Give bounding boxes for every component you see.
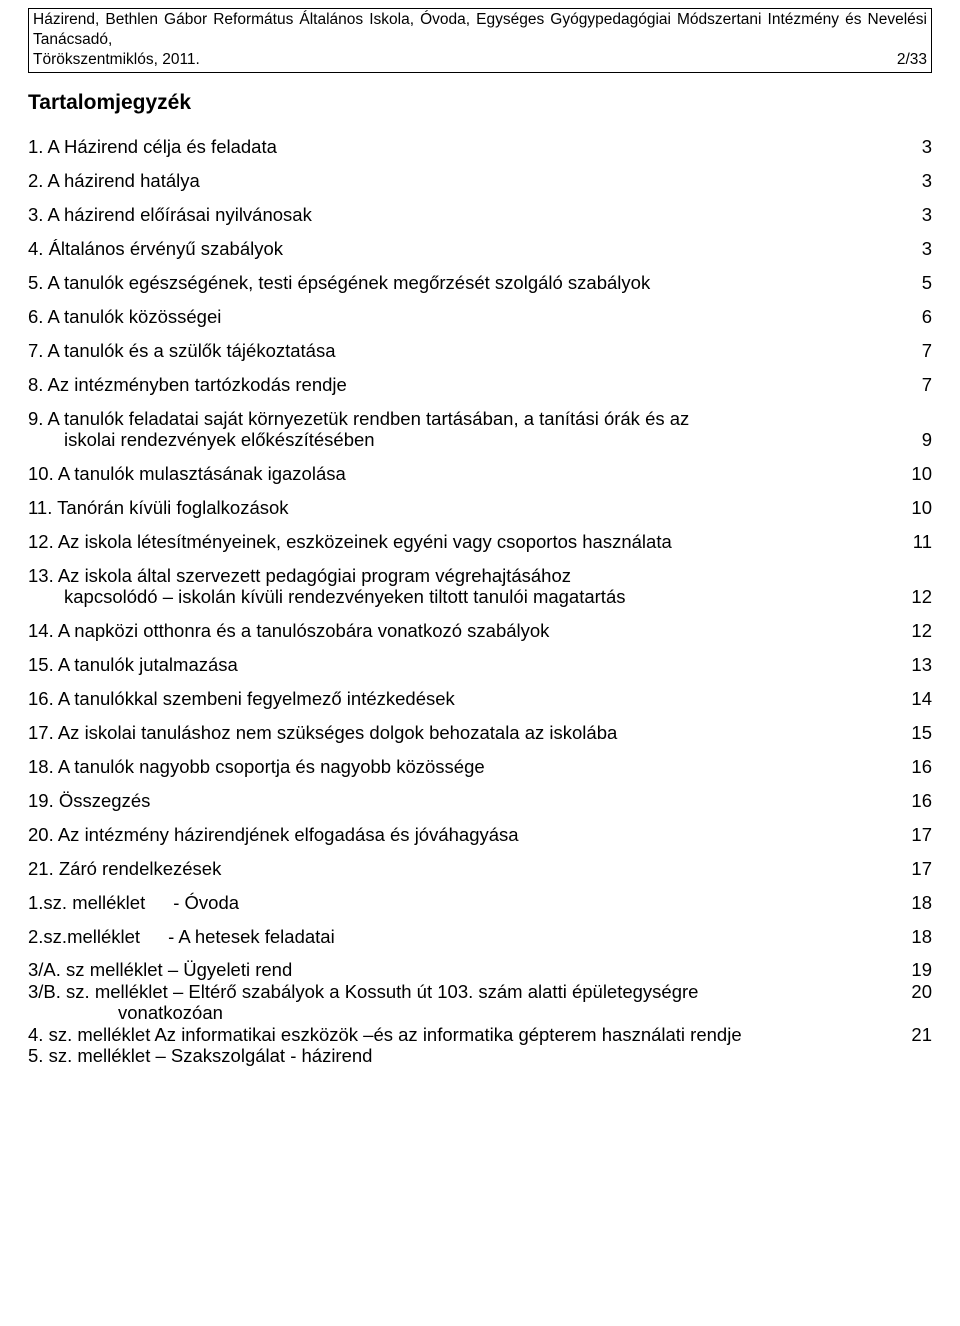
toc-entry: 14. A napközi otthonra és a tanulószobár… [28,621,932,640]
toc-entry-page: 16 [892,791,932,810]
toc-entry-text: 6. A tanulók közösségei [28,307,892,326]
toc-entry-text: 14. A napközi otthonra és a tanulószobár… [28,621,892,640]
toc-entry: 4. sz. melléklet Az informatikai eszközö… [28,1025,932,1044]
toc-entry: 20. Az intézmény házirendjének elfogadás… [28,825,932,844]
toc-entry-page: 18 [892,927,932,946]
toc-entry: 2.sz.melléklet- A hetesek feladatai18 [28,927,932,946]
toc-entry-page: 12 [892,587,932,606]
toc-entry: 16. A tanulókkal szembeni fegyelmező int… [28,689,932,708]
toc-entry-text: 1. A Házirend célja és feladata [28,137,892,156]
toc-entry-page: 19 [892,960,932,979]
toc-entry-page: 6 [892,307,932,326]
toc-entry-page: 12 [892,621,932,640]
header-line-1: Házirend, Bethlen Gábor Református Által… [33,10,927,50]
toc-entry: 2. A házirend hatálya3 [28,171,932,190]
table-of-contents: 1. A Házirend célja és feladata32. A ház… [28,137,932,1065]
toc-entry-page: 3 [892,205,932,224]
toc-entry-continuation: iskolai rendezvények előkészítésében9 [28,430,932,449]
toc-entry-text: 3/A. sz melléklet – Ügyeleti rend [28,960,892,979]
toc-entry-page: 13 [892,655,932,674]
toc-entry: 21. Záró rendelkezések17 [28,859,932,878]
toc-entry: 1.sz. melléklet- Óvoda18 [28,893,932,912]
toc-entry: 3. A házirend előírásai nyilvánosak3 [28,205,932,224]
toc-entry: 18. A tanulók nagyobb csoportja és nagyo… [28,757,932,776]
toc-entry-text: 13. Az iskola által szervezett pedagógia… [28,566,892,585]
toc-entry-text: 17. Az iskolai tanuláshoz nem szükséges … [28,723,892,742]
toc-entry-page: 3 [892,171,932,190]
toc-entry: 11. Tanórán kívüli foglalkozások10 [28,498,932,517]
toc-entry: 12. Az iskola létesítményeinek, eszközei… [28,532,932,551]
toc-entry-cont-text: vonatkozóan [28,1003,892,1022]
toc-entry-text: 1.sz. melléklet- Óvoda [28,893,892,912]
toc-entry-text: 16. A tanulókkal szembeni fegyelmező int… [28,689,892,708]
toc-entry-text: 19. Összegzés [28,791,892,810]
toc-entry-page: 10 [892,464,932,483]
toc-entry-text: 3. A házirend előírásai nyilvánosak [28,205,892,224]
toc-entry-page: 17 [892,859,932,878]
toc-entry-text: 20. Az intézmény házirendjének elfogadás… [28,825,892,844]
toc-entry-text: 12. Az iskola létesítményeinek, eszközei… [28,532,892,551]
toc-entry-text: 21. Záró rendelkezések [28,859,892,878]
toc-entry-text: 5. A tanulók egészségének, testi épségén… [28,273,892,292]
toc-entry: 4. Általános érvényű szabályok3 [28,239,932,258]
toc-entry: 3/B. sz. melléklet – Eltérő szabályok a … [28,982,932,1001]
toc-entry: 13. Az iskola által szervezett pedagógia… [28,566,932,585]
page-header: Házirend, Bethlen Gábor Református Által… [28,8,932,73]
toc-entry-continuation: kapcsolódó – iskolán kívüli rendezvények… [28,587,932,606]
toc-entry: 17. Az iskolai tanuláshoz nem szükséges … [28,723,932,742]
toc-entry-cont-text: kapcsolódó – iskolán kívüli rendezvények… [28,587,892,606]
toc-entry-cont-text: iskolai rendezvények előkészítésében [28,430,892,449]
toc-entry: 19. Összegzés16 [28,791,932,810]
toc-entry-page: 16 [892,757,932,776]
toc-entry-continuation: vonatkozóan [28,1003,932,1022]
toc-entry-page: 7 [892,341,932,360]
toc-entry: 5. A tanulók egészségének, testi épségén… [28,273,932,292]
header-page-number: 2/33 [897,50,927,70]
toc-entry-page: 10 [892,498,932,517]
toc-entry-text: 2. A házirend hatálya [28,171,892,190]
document-page: Házirend, Bethlen Gábor Református Által… [0,0,960,1326]
toc-entry-page: 18 [892,893,932,912]
toc-entry-text: 11. Tanórán kívüli foglalkozások [28,498,892,517]
toc-entry-text: 2.sz.melléklet- A hetesek feladatai [28,927,892,946]
toc-entry: 6. A tanulók közösségei6 [28,307,932,326]
toc-entry-text: 3/B. sz. melléklet – Eltérő szabályok a … [28,982,892,1001]
toc-entry-page: 3 [892,239,932,258]
toc-entry-text: 18. A tanulók nagyobb csoportja és nagyo… [28,757,892,776]
toc-entry-page: 5 [892,273,932,292]
toc-entry-text: 15. A tanulók jutalmazása [28,655,892,674]
toc-entry-text: 4. Általános érvényű szabályok [28,239,892,258]
toc-entry-text: 5. sz. melléklet – Szakszolgálat - házir… [28,1046,892,1065]
toc-entry-page: 9 [892,430,932,449]
toc-entry-text: 7. A tanulók és a szülők tájékoztatása [28,341,892,360]
header-line-2: Törökszentmiklós, 2011. 2/33 [33,50,927,70]
toc-entry-text: 4. sz. melléklet Az informatikai eszközö… [28,1025,892,1044]
toc-entry: 7. A tanulók és a szülők tájékoztatása7 [28,341,932,360]
toc-entry-page: 21 [892,1025,932,1044]
toc-entry-page: 17 [892,825,932,844]
toc-entry-page: 3 [892,137,932,156]
toc-entry-page: 15 [892,723,932,742]
toc-entry-page: 11 [892,532,932,551]
toc-entry-text: 9. A tanulók feladatai saját környezetük… [28,409,892,428]
toc-entry: 10. A tanulók mulasztásának igazolása10 [28,464,932,483]
toc-entry-page: 7 [892,375,932,394]
toc-entry-page: 20 [892,982,932,1001]
header-location-year: Törökszentmiklós, 2011. [33,50,200,70]
toc-entry-text: 8. Az intézményben tartózkodás rendje [28,375,892,394]
toc-entry-text: 10. A tanulók mulasztásának igazolása [28,464,892,483]
toc-entry: 15. A tanulók jutalmazása13 [28,655,932,674]
toc-entry: 1. A Házirend célja és feladata3 [28,137,932,156]
toc-entry: 9. A tanulók feladatai saját környezetük… [28,409,932,428]
toc-entry: 8. Az intézményben tartózkodás rendje7 [28,375,932,394]
toc-title: Tartalomjegyzék [28,91,932,115]
toc-entry-page: 14 [892,689,932,708]
toc-entry: 5. sz. melléklet – Szakszolgálat - házir… [28,1046,932,1065]
toc-entry: 3/A. sz melléklet – Ügyeleti rend19 [28,960,932,979]
